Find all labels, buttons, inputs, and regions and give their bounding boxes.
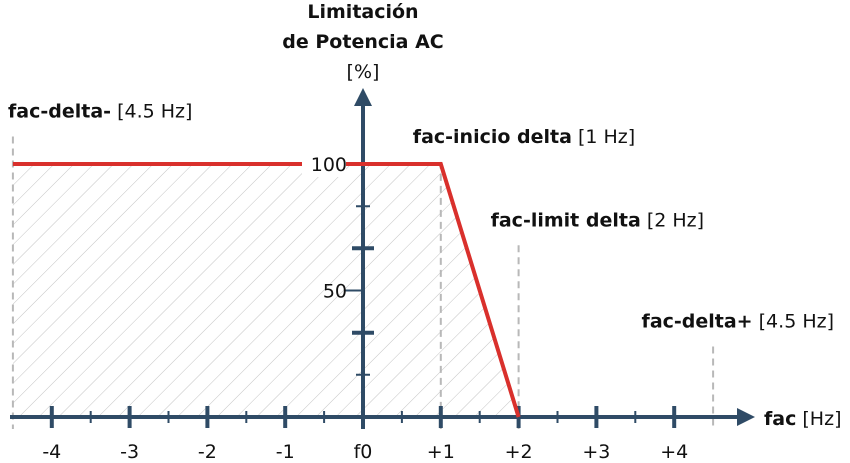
- x-tick-label-8-part: +4: [660, 441, 688, 463]
- y-tick-label-0: 50: [323, 281, 347, 303]
- guide-label-1-part: fac-inicio delta: [413, 126, 572, 148]
- chart-title-line-1-part: Limitación: [307, 1, 418, 23]
- x-tick-label-6-part: +2: [505, 441, 533, 463]
- x-tick-label-7: +3: [582, 441, 610, 463]
- x-tick-label-7-part: +3: [582, 441, 610, 463]
- x-tick-label-4: f0: [354, 441, 373, 463]
- x-tick-label-1: -3: [120, 441, 139, 463]
- guide-label-3: fac-delta+ [4.5 Hz]: [642, 311, 834, 333]
- guide-label-2-part: fac-limit delta: [491, 209, 641, 231]
- x-tick-label-3: -1: [276, 441, 295, 463]
- x-tick-label-3-part: -1: [276, 441, 295, 463]
- x-tick-label-6: +2: [505, 441, 533, 463]
- x-tick-label-2: -2: [198, 441, 217, 463]
- x-axis-arrow: [737, 408, 755, 426]
- guide-label-3-part: [4.5 Hz]: [753, 311, 834, 333]
- chart-title-line-2: de Potencia AC: [282, 31, 443, 53]
- guide-label-2: fac-limit delta [2 Hz]: [491, 209, 704, 231]
- y-axis-arrow: [354, 88, 372, 106]
- x-tick-label-1-part: -3: [120, 441, 139, 463]
- chart-title-line-1: Limitación: [307, 1, 418, 23]
- y-axis-unit: [%]: [347, 61, 380, 83]
- label-backdrop: [302, 151, 346, 177]
- x-tick-label-0-part: -4: [42, 441, 61, 463]
- guide-label-3-part: fac-delta+: [642, 311, 753, 333]
- x-axis-label-part: [Hz]: [796, 408, 841, 430]
- guide-label-0-part: fac-delta-: [8, 101, 111, 123]
- x-tick-label-2-part: -2: [198, 441, 217, 463]
- y-tick-label-1: 100: [311, 154, 347, 176]
- guide-label-1-part: [1 Hz]: [572, 126, 635, 148]
- chart-title-line-2-part: de Potencia AC: [282, 31, 443, 53]
- y-tick-label-0-part: 50: [323, 281, 347, 303]
- power-limit-curve: [12, 162, 521, 418]
- guide-label-0: fac-delta- [4.5 Hz]: [8, 101, 192, 123]
- x-tick-label-8: +4: [660, 441, 688, 463]
- guide-label-1: fac-inicio delta [1 Hz]: [413, 126, 635, 148]
- y-tick-label-1-part: 100: [311, 154, 347, 176]
- guide-label-2-part: [2 Hz]: [641, 209, 704, 231]
- x-tick-label-0: -4: [42, 441, 61, 463]
- guide-label-0-part: [4.5 Hz]: [111, 101, 192, 123]
- hatched-area: [12, 164, 519, 417]
- x-tick-label-5: +1: [427, 441, 455, 463]
- x-axis-label-part: fac: [764, 408, 796, 430]
- x-tick-label-4-part: f0: [354, 441, 373, 463]
- x-axis-label: fac [Hz]: [764, 408, 841, 430]
- y-axis-unit-part: [%]: [347, 61, 380, 83]
- x-tick-label-5-part: +1: [427, 441, 455, 463]
